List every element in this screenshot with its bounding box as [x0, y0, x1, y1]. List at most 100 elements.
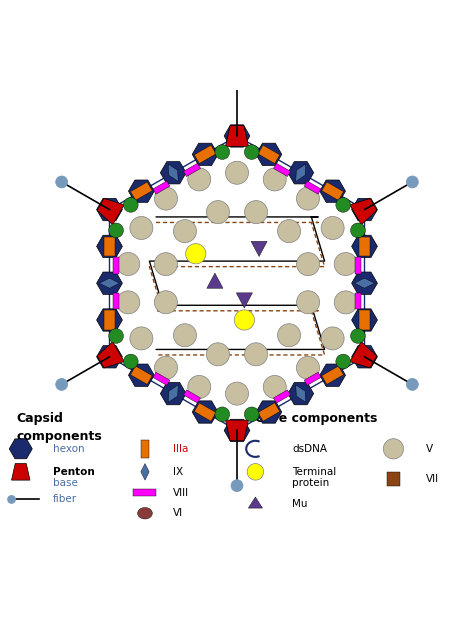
Text: Mu: Mu — [292, 499, 308, 509]
Circle shape — [55, 378, 68, 390]
Polygon shape — [168, 164, 178, 182]
Polygon shape — [256, 143, 282, 166]
Polygon shape — [355, 278, 374, 288]
Circle shape — [117, 253, 140, 275]
FancyBboxPatch shape — [104, 310, 115, 330]
FancyBboxPatch shape — [322, 182, 344, 200]
Circle shape — [297, 253, 319, 276]
Circle shape — [55, 176, 68, 188]
Circle shape — [231, 75, 243, 87]
Polygon shape — [352, 309, 377, 331]
Polygon shape — [248, 497, 263, 508]
Polygon shape — [352, 198, 377, 221]
Text: Penton: Penton — [53, 467, 95, 477]
FancyBboxPatch shape — [141, 440, 149, 458]
Circle shape — [117, 291, 140, 314]
Polygon shape — [296, 164, 306, 182]
Circle shape — [234, 310, 255, 330]
Polygon shape — [97, 309, 122, 331]
Text: Terminal: Terminal — [292, 467, 337, 477]
Circle shape — [321, 327, 344, 350]
Circle shape — [245, 343, 267, 366]
Text: base: base — [53, 478, 78, 488]
Ellipse shape — [137, 508, 152, 519]
FancyBboxPatch shape — [113, 257, 119, 273]
Text: V: V — [426, 444, 433, 454]
Circle shape — [188, 376, 211, 399]
Circle shape — [155, 356, 178, 380]
Circle shape — [263, 168, 286, 191]
Text: IX: IX — [173, 467, 182, 477]
Polygon shape — [320, 180, 346, 202]
Circle shape — [406, 176, 419, 188]
Polygon shape — [207, 273, 223, 288]
FancyBboxPatch shape — [113, 293, 119, 309]
Circle shape — [247, 463, 264, 480]
Polygon shape — [192, 401, 218, 423]
FancyBboxPatch shape — [355, 257, 361, 273]
Text: protein: protein — [292, 478, 329, 488]
FancyBboxPatch shape — [183, 390, 201, 403]
Polygon shape — [11, 463, 30, 480]
Circle shape — [245, 407, 259, 422]
Polygon shape — [128, 364, 154, 387]
FancyBboxPatch shape — [273, 390, 291, 403]
Text: Core components: Core components — [255, 412, 378, 425]
Polygon shape — [97, 198, 124, 225]
Polygon shape — [350, 198, 377, 225]
Text: components: components — [16, 431, 102, 444]
Circle shape — [186, 244, 206, 264]
Circle shape — [226, 382, 248, 405]
Polygon shape — [350, 342, 377, 368]
Polygon shape — [352, 272, 377, 294]
Polygon shape — [224, 419, 250, 442]
Circle shape — [215, 145, 229, 159]
Text: hexon: hexon — [53, 444, 84, 454]
Circle shape — [351, 223, 365, 237]
Circle shape — [406, 378, 419, 390]
Circle shape — [296, 187, 319, 210]
Text: Capsid: Capsid — [16, 412, 63, 425]
FancyBboxPatch shape — [104, 237, 115, 256]
FancyBboxPatch shape — [153, 372, 170, 385]
Circle shape — [297, 291, 319, 314]
Polygon shape — [226, 125, 248, 147]
Text: VIII: VIII — [173, 488, 189, 497]
Polygon shape — [97, 346, 122, 368]
Circle shape — [155, 253, 177, 276]
Polygon shape — [236, 293, 253, 308]
FancyBboxPatch shape — [153, 181, 170, 194]
Circle shape — [155, 291, 177, 314]
Polygon shape — [192, 143, 218, 166]
Circle shape — [188, 168, 211, 191]
FancyBboxPatch shape — [355, 293, 361, 309]
FancyBboxPatch shape — [304, 372, 321, 385]
FancyBboxPatch shape — [258, 145, 280, 164]
Circle shape — [383, 438, 403, 459]
Circle shape — [173, 220, 196, 243]
Polygon shape — [226, 420, 248, 441]
Text: VII: VII — [426, 474, 439, 484]
Circle shape — [336, 198, 351, 212]
Text: VI: VI — [173, 508, 182, 518]
Polygon shape — [251, 241, 267, 257]
Polygon shape — [97, 236, 122, 257]
Polygon shape — [100, 278, 119, 288]
Polygon shape — [288, 162, 314, 184]
FancyBboxPatch shape — [386, 472, 401, 486]
FancyBboxPatch shape — [258, 403, 280, 421]
Polygon shape — [352, 346, 377, 368]
Polygon shape — [160, 383, 186, 404]
FancyBboxPatch shape — [273, 163, 291, 177]
Polygon shape — [97, 198, 122, 221]
Polygon shape — [97, 272, 122, 294]
Circle shape — [109, 329, 123, 344]
FancyBboxPatch shape — [359, 310, 370, 330]
Polygon shape — [256, 401, 282, 423]
Polygon shape — [320, 364, 346, 387]
Polygon shape — [97, 342, 124, 368]
Circle shape — [207, 200, 229, 223]
Circle shape — [245, 200, 267, 223]
Circle shape — [231, 479, 243, 492]
Polygon shape — [160, 162, 186, 184]
